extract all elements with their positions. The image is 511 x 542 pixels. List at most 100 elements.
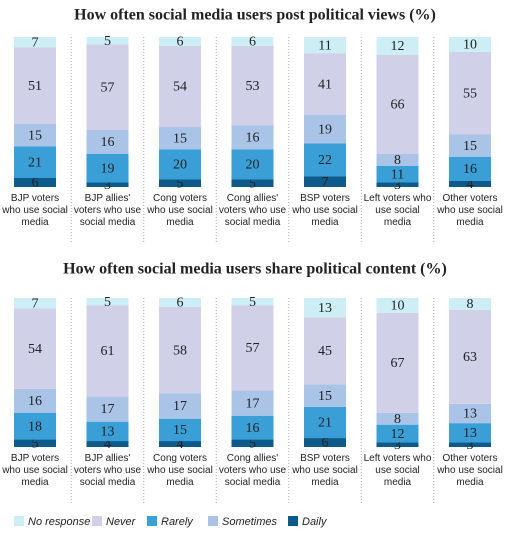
bar-segment — [14, 178, 56, 187]
bar-segment — [376, 55, 419, 154]
bar-segment — [376, 424, 419, 443]
bar-segment — [449, 298, 491, 310]
data-label: 15 — [173, 131, 187, 146]
bar-segment — [231, 298, 274, 306]
data-label: 7 — [32, 35, 39, 50]
bar-segment — [231, 305, 274, 391]
x-tick-label: Cong allies' voters who use social media — [218, 453, 287, 488]
data-label: 20 — [246, 158, 260, 173]
data-label: 15 — [173, 423, 187, 438]
bar-segment — [231, 46, 274, 126]
bar-segment — [159, 127, 201, 150]
data-label: 11 — [391, 167, 404, 182]
bar-segment — [231, 390, 274, 416]
data-label: 5 — [32, 436, 39, 451]
data-label: 19 — [318, 122, 332, 137]
bar-segment — [376, 154, 419, 166]
bar-segment — [449, 181, 491, 187]
data-label: 16 — [463, 162, 477, 177]
bar-segment — [449, 157, 491, 181]
bar-segment — [86, 37, 129, 45]
data-label: 16 — [246, 131, 260, 146]
bar-segment — [14, 308, 56, 389]
data-label: 6 — [177, 296, 184, 311]
bar-segment — [304, 317, 346, 385]
bar-segment — [86, 305, 129, 397]
data-label: 7 — [32, 296, 39, 311]
bar-segment — [86, 154, 129, 183]
x-tick-label: Other voters who use social media — [437, 193, 503, 228]
data-label: 12 — [391, 39, 405, 54]
data-label: 15 — [28, 128, 42, 143]
bar-segment — [14, 47, 56, 124]
bar-segment — [14, 412, 56, 440]
bar-segment — [86, 130, 129, 154]
bar-segment — [14, 298, 56, 309]
bar-segment — [14, 124, 56, 147]
legend-label: Never — [106, 516, 137, 528]
bar-segment — [14, 439, 56, 447]
data-label: 17 — [101, 402, 115, 417]
data-label: 12 — [391, 427, 405, 442]
legend-label: Rarely — [161, 516, 194, 528]
data-label: 41 — [318, 77, 332, 92]
data-label: 7 — [322, 175, 329, 190]
data-label: 55 — [463, 86, 477, 101]
bar-segment — [159, 179, 201, 187]
data-label: 17 — [173, 399, 187, 414]
bar-segment — [449, 423, 491, 443]
data-label: 3 — [104, 178, 111, 193]
data-label: 6 — [177, 35, 184, 50]
data-label: 8 — [467, 297, 474, 312]
bar-segment — [86, 44, 129, 130]
legend-swatch — [92, 516, 102, 526]
data-label: 8 — [394, 153, 401, 168]
data-label: 51 — [28, 79, 42, 94]
data-label: 53 — [246, 79, 260, 94]
bar-segment — [14, 146, 56, 178]
data-label: 4 — [177, 437, 184, 452]
data-label: 11 — [318, 38, 331, 53]
data-label: 10 — [391, 299, 405, 314]
data-label: 57 — [101, 80, 115, 95]
x-tick-label: BSP voters who use social media — [292, 453, 358, 488]
data-label: 63 — [463, 350, 477, 365]
data-label: 3 — [467, 438, 474, 453]
bar-segment — [86, 298, 129, 306]
data-label: 10 — [463, 38, 477, 53]
data-label: 22 — [318, 153, 332, 168]
legend-label: Sometimes — [222, 516, 278, 528]
data-label: 8 — [394, 412, 401, 427]
data-label: 15 — [318, 389, 332, 404]
bar-segment — [231, 37, 274, 46]
x-tick-label: BSP voters who use social media — [292, 193, 358, 228]
bar-segment — [376, 182, 419, 187]
bar-segment — [159, 149, 201, 180]
bar-segment — [304, 143, 346, 177]
bar-segment — [304, 115, 346, 144]
chart-title: How often social media users post politi… — [74, 7, 436, 24]
data-label: 13 — [318, 301, 332, 316]
data-label: 13 — [463, 426, 477, 441]
bar-segment — [449, 309, 491, 404]
bar-segment — [376, 298, 419, 313]
x-tick-label: Left voters who use social media — [363, 453, 432, 488]
bar-segment — [376, 312, 419, 413]
bar-segment — [304, 438, 346, 447]
x-tick-label: BJP voters who use social media — [2, 453, 68, 488]
data-label: 17 — [246, 396, 260, 411]
data-label: 5 — [104, 34, 111, 49]
bar-segment — [304, 384, 346, 407]
data-label: 6 — [32, 176, 39, 191]
bar-segment — [159, 393, 201, 419]
bar-segment — [449, 442, 491, 447]
legend-label: Daily — [302, 516, 328, 528]
bar-segment — [159, 306, 201, 394]
legend-swatch — [208, 516, 218, 526]
data-label: 6 — [249, 35, 256, 50]
bar-segment — [449, 37, 491, 52]
data-label: 57 — [246, 341, 260, 356]
bar-segment — [376, 412, 419, 425]
data-label: 4 — [467, 177, 474, 192]
legend-label: No response — [28, 516, 90, 528]
